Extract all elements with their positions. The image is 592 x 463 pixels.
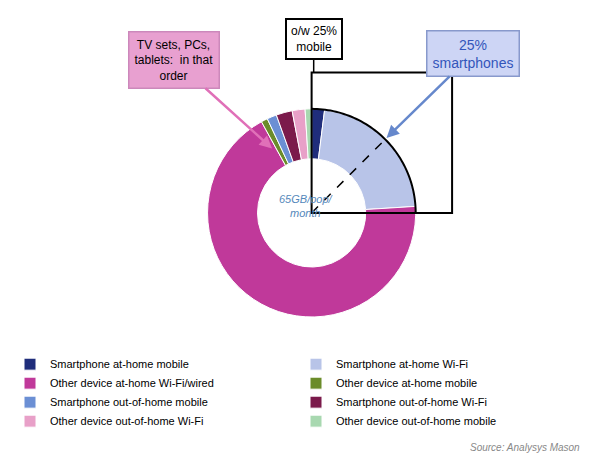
svg-text:Source: Analysys Mason: Source: Analysys Mason bbox=[470, 442, 580, 453]
svg-text:Smartphone at-home mobile: Smartphone at-home mobile bbox=[50, 358, 189, 370]
svg-text:o/w 25%mobile: o/w 25%mobile bbox=[291, 24, 337, 54]
svg-text:Other device out-of-home Wi-Fi: Other device out-of-home Wi-Fi bbox=[50, 415, 203, 427]
svg-text:Smartphone out-of-home mobile: Smartphone out-of-home mobile bbox=[50, 396, 208, 408]
svg-text:TV sets, PCs,tablets: in that: TV sets, PCs,tablets: in thatorder bbox=[135, 38, 214, 83]
svg-text:Other device at-home Wi-Fi/wir: Other device at-home Wi-Fi/wired bbox=[50, 377, 214, 389]
svg-text:Other device at-home mobile: Other device at-home mobile bbox=[336, 377, 477, 389]
svg-text:Smartphone at-home Wi-Fi: Smartphone at-home Wi-Fi bbox=[336, 358, 468, 370]
svg-text:Other device out-of-home mobil: Other device out-of-home mobile bbox=[336, 415, 496, 427]
svg-text:Smartphone out-of-home Wi-Fi: Smartphone out-of-home Wi-Fi bbox=[336, 396, 487, 408]
svg-text:25%smartphones: 25%smartphones bbox=[433, 37, 514, 71]
svg-text:65GB/pop/month: 65GB/pop/month bbox=[279, 193, 333, 219]
